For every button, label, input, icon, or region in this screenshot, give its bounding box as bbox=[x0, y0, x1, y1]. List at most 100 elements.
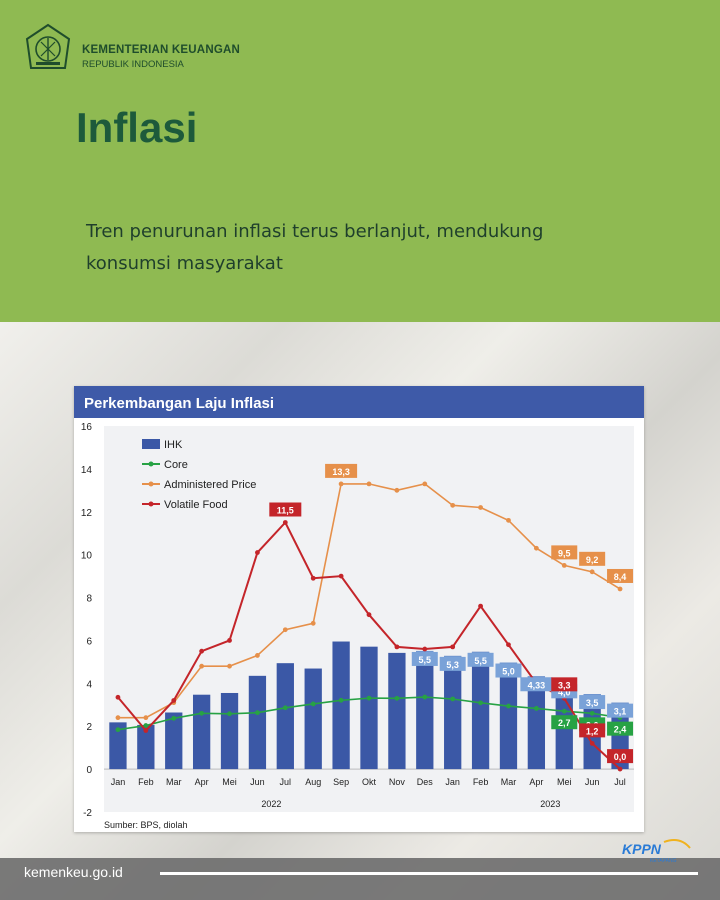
series-point bbox=[589, 740, 595, 746]
x-tick-label: Aug bbox=[305, 777, 321, 787]
series-point bbox=[561, 708, 567, 714]
x-tick-label: Okt bbox=[362, 777, 377, 787]
ihk-data-label: 3,1 bbox=[614, 707, 627, 717]
org-name: KEMENTERIAN KEUANGAN bbox=[82, 44, 240, 56]
line-data-label: 2,7 bbox=[558, 718, 571, 728]
series-point bbox=[171, 698, 177, 703]
legend-label: IHK bbox=[164, 439, 183, 451]
series-point bbox=[115, 694, 121, 700]
series-point bbox=[366, 481, 372, 487]
x-tick-label: Mei bbox=[557, 777, 572, 787]
ihk-data-label-bg bbox=[495, 663, 522, 678]
series-point bbox=[450, 502, 456, 508]
ihk-data-label-bg bbox=[439, 656, 466, 671]
y-tick-label: 4 bbox=[86, 679, 92, 690]
ihk-data-label: 5,0 bbox=[502, 667, 515, 677]
ihk-bar bbox=[388, 652, 406, 770]
legend-swatch-dot bbox=[148, 501, 154, 507]
line-data-label-bg bbox=[325, 463, 358, 478]
series-point bbox=[227, 711, 232, 717]
ihk-data-label: 4,0 bbox=[558, 687, 571, 697]
inflation-chart: Perkembangan Laju Inflasi -2 0 2 4 6 8 10 12 14 16… bbox=[74, 386, 644, 830]
line-data-label: 11,5 bbox=[277, 506, 294, 516]
ihk-data-label: 5,5 bbox=[474, 656, 487, 666]
series-point bbox=[506, 517, 511, 523]
line-data-label: 1,2 bbox=[586, 726, 599, 736]
ihk-bar bbox=[360, 646, 378, 770]
series-point bbox=[199, 663, 205, 669]
ihk-bar bbox=[276, 663, 294, 770]
series-point bbox=[422, 646, 428, 652]
ihk-data-label: 5,5 bbox=[419, 655, 432, 665]
line-data-label: 2,4 bbox=[614, 725, 627, 735]
line-data-label-bg bbox=[269, 502, 302, 517]
x-tick-label: Feb bbox=[138, 777, 154, 787]
x-tick-label: Sep bbox=[333, 777, 349, 787]
legend-swatch-dot bbox=[148, 461, 154, 467]
y-tick-label: 6 bbox=[86, 636, 92, 647]
ihk-data-label-bg bbox=[411, 651, 438, 666]
series-point bbox=[115, 715, 121, 721]
line-data-label: 9,2 bbox=[586, 555, 599, 565]
series-point bbox=[199, 710, 205, 716]
ihk-bar bbox=[248, 675, 267, 770]
line-data-label-bg bbox=[579, 723, 606, 738]
series-point bbox=[199, 648, 205, 654]
line-data-label: 9,5 bbox=[558, 548, 571, 558]
chart-title: Perkembangan Laju Inflasi bbox=[84, 395, 274, 412]
series-point bbox=[450, 696, 456, 702]
ihk-bar bbox=[109, 722, 127, 770]
ihk-data-label: 5,3 bbox=[446, 660, 459, 670]
ihk-bar bbox=[332, 641, 350, 770]
ihk-data-label-bg bbox=[467, 652, 494, 667]
line-data-label-bg bbox=[607, 749, 634, 764]
y-tick-label: 10 bbox=[81, 551, 93, 562]
ihk-bar bbox=[416, 650, 434, 770]
y-tick-label: 2 bbox=[86, 722, 92, 733]
y-tick-label: 16 bbox=[81, 422, 93, 433]
series-point bbox=[227, 638, 232, 643]
ihk-bar bbox=[220, 692, 239, 770]
x-tick-label: Apr bbox=[195, 777, 209, 787]
ihk-data-label-bg bbox=[607, 703, 634, 718]
ihk-data-label-bg bbox=[579, 695, 606, 710]
line-data-label: 0,0 bbox=[614, 752, 627, 762]
chart-title-band bbox=[74, 386, 644, 418]
series-point bbox=[171, 715, 177, 721]
website-link[interactable]: kemenkeu.go.id bbox=[24, 864, 123, 880]
kppn-logo-sub: KETAPANG bbox=[650, 858, 677, 864]
series-point bbox=[394, 695, 400, 701]
series-point bbox=[143, 723, 149, 728]
footer-rule bbox=[160, 872, 698, 875]
series-point bbox=[589, 710, 595, 716]
series-point bbox=[143, 728, 149, 733]
series-point bbox=[366, 612, 372, 618]
x-tick-label: Jan bbox=[445, 777, 460, 787]
series-point bbox=[394, 487, 400, 493]
year-label: 2023 bbox=[540, 799, 560, 809]
legend-label: Administered Price bbox=[164, 479, 256, 491]
legend-label: Volatile Food bbox=[164, 499, 228, 511]
ihk-data-label: 3,5 bbox=[586, 698, 599, 708]
series-point bbox=[478, 603, 483, 609]
year-label: 2022 bbox=[261, 799, 281, 809]
series-point bbox=[394, 644, 400, 650]
ihk-bar bbox=[304, 668, 322, 770]
legend-swatch-bar bbox=[142, 439, 160, 449]
footer-bar bbox=[0, 858, 720, 900]
ihk-data-label: 4,33 bbox=[528, 680, 546, 690]
chart-source: Sumber: BPS, diolah bbox=[104, 820, 188, 830]
x-tick-label: Apr bbox=[529, 777, 543, 787]
series-point bbox=[143, 715, 149, 721]
legend-label: Core bbox=[164, 459, 188, 471]
chart-card: Perkembangan Laju Inflasi -2 0 2 4 6 8 10 12 14 16… bbox=[74, 386, 644, 832]
series-point bbox=[338, 481, 344, 487]
kppn-logo-text: KPPN bbox=[622, 841, 662, 857]
series-point bbox=[310, 620, 316, 626]
x-tick-label: Mei bbox=[222, 777, 237, 787]
line-data-label: 13,3 bbox=[332, 467, 350, 477]
line-data-label: 8,4 bbox=[614, 572, 627, 582]
series-point bbox=[617, 766, 623, 772]
x-tick-label: Mar bbox=[166, 777, 182, 787]
series-point bbox=[255, 653, 260, 658]
